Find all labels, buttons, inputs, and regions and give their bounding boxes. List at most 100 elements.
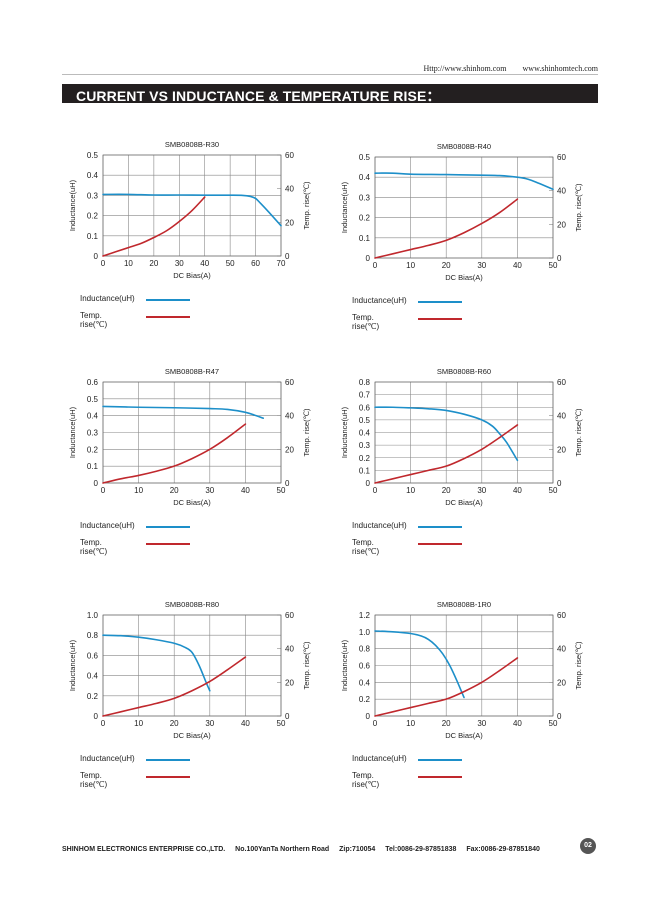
chart-smb0808b-1r0: SMB0808B-1R0 0 10 20 30 40 50 0 0.2 0.4 0.6 0.8 1.0 1…: [334, 596, 604, 796]
inductance-line: [102, 405, 264, 419]
y-tick-label: 0.5: [87, 151, 99, 160]
x-tick-label: 40: [200, 259, 209, 268]
y-tick-label: 0.2: [87, 445, 99, 454]
y2-tick-label: 60: [557, 378, 566, 387]
x-axis-label: DC Bias(A): [173, 731, 211, 740]
y-tick-label: 0.1: [87, 462, 99, 471]
website-url-1[interactable]: Http://www.shinhom.com: [423, 64, 507, 73]
legend-label: Temp. rise(℃): [352, 538, 380, 556]
y-axis-label: Inductance(uH): [340, 181, 349, 233]
x-tick-label: 40: [513, 261, 522, 270]
header-divider: [62, 74, 598, 75]
y-tick-label: 0.3: [87, 429, 99, 438]
y-tick-label: 0.6: [359, 403, 371, 412]
y2-tick-label: 20: [557, 678, 566, 687]
header-urls: Http://www.shinhom.com www.shinhomtech.c…: [409, 64, 598, 73]
chart-smb0808b-r40: SMB0808B-R40 0 10 20 30 40 50 0 0.1 0.2 0.3 0.4 0.5 0…: [334, 138, 604, 338]
footer-tel: Tel:0086-29-87851838: [385, 846, 457, 853]
legend-swatch: [418, 759, 462, 761]
y2-tick-label: 40: [557, 645, 566, 654]
x-tick-label: 30: [175, 259, 184, 268]
y-tick-label: 0.6: [359, 662, 371, 671]
plot-frame: [374, 614, 554, 717]
y-tick-label: 1.0: [87, 611, 99, 620]
temperature-rise-line: [102, 656, 247, 717]
y2-axis-label: Temp. rise(℃): [302, 181, 311, 230]
temperature-rise-line: [374, 424, 519, 484]
y-tick-label: 0.8: [359, 378, 371, 387]
y2-tick-label: 60: [557, 153, 566, 162]
inductance-line: [374, 630, 465, 699]
legend-swatch: [418, 301, 462, 303]
x-tick-label: 0: [373, 486, 378, 495]
x-tick-label: 20: [170, 719, 179, 728]
legend-label: Temp. rise(℃): [80, 771, 108, 789]
legend-swatch: [146, 776, 190, 778]
y-axis-label: Inductance(uH): [68, 179, 77, 231]
y-tick-label: 0.4: [87, 171, 99, 180]
legend-label: Temp. rise(℃): [80, 311, 108, 329]
x-tick-label: 50: [549, 261, 558, 270]
y-tick-label: 0.3: [359, 441, 371, 450]
x-tick-label: 20: [170, 486, 179, 495]
y2-axis-label: Temp. rise(℃): [302, 408, 311, 457]
legend-swatch: [146, 299, 190, 301]
x-tick-label: 40: [513, 719, 522, 728]
y-axis-label: Inductance(uH): [340, 406, 349, 458]
x-tick-label: 30: [477, 719, 486, 728]
legend-label: Inductance(uH): [80, 521, 135, 530]
x-tick-label: 10: [134, 486, 143, 495]
y2-tick-label: 40: [557, 187, 566, 196]
legend-label: Inductance(uH): [352, 296, 407, 305]
y-tick-label: 0.2: [359, 454, 371, 463]
y-tick-label: 0.8: [359, 645, 371, 654]
legend-swatch: [146, 543, 190, 545]
chart-title: SMB0808B-R60: [437, 367, 491, 376]
y-tick-label: 0.1: [359, 466, 371, 475]
temperature-rise-line: [102, 423, 247, 484]
x-tick-label: 20: [442, 486, 451, 495]
x-tick-label: 50: [277, 719, 286, 728]
y2-tick-label: 0: [285, 712, 290, 721]
y-tick-label: 0.8: [87, 631, 99, 640]
y2-axis-label: Temp. rise(℃): [574, 408, 583, 457]
plot-frame: [102, 381, 282, 484]
plot-frame: [102, 154, 282, 257]
x-tick-label: 40: [241, 486, 250, 495]
y-tick-label: 0.7: [359, 391, 371, 400]
y2-tick-label: 0: [285, 479, 290, 488]
y2-tick-label: 0: [557, 712, 562, 721]
page-number-badge: 02: [580, 838, 596, 854]
x-tick-label: 50: [277, 486, 286, 495]
temperature-rise-line: [374, 657, 519, 717]
x-tick-label: 60: [251, 259, 260, 268]
x-tick-label: 50: [226, 259, 235, 268]
y-tick-label: 0: [366, 254, 371, 263]
y-tick-label: 0.3: [87, 191, 99, 200]
y-tick-label: 0.5: [359, 416, 371, 425]
plot-frame: [374, 156, 554, 259]
x-tick-label: 10: [406, 486, 415, 495]
x-tick-label: 30: [205, 486, 214, 495]
y2-tick-label: 40: [557, 412, 566, 421]
y2-tick-label: 20: [285, 445, 294, 454]
plot-frame: [102, 614, 282, 717]
y-tick-label: 0: [366, 712, 371, 721]
x-tick-label: 30: [205, 719, 214, 728]
y-tick-label: 0.2: [87, 692, 99, 701]
section-banner: CURRENT VS INDUCTANCE & TEMPERATURE RISE…: [62, 84, 598, 104]
y-tick-label: 0.6: [87, 378, 99, 387]
x-tick-label: 40: [513, 486, 522, 495]
legend-swatch: [418, 318, 462, 320]
y2-tick-label: 60: [285, 611, 294, 620]
website-url-2[interactable]: www.shinhomtech.com: [522, 64, 598, 73]
y-tick-label: 0.4: [87, 412, 99, 421]
y-tick-label: 0.2: [359, 695, 371, 704]
y-tick-label: 0.4: [359, 173, 371, 182]
legend-swatch: [146, 526, 190, 528]
